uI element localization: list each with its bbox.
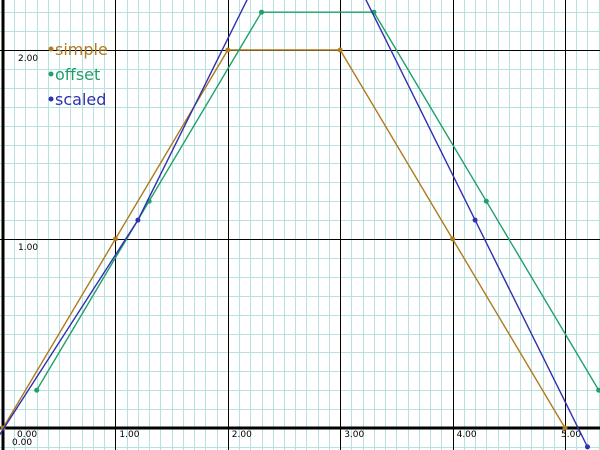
data-point-offset — [483, 198, 489, 204]
data-point-simple — [562, 425, 568, 431]
legend-label-simple: simple — [55, 40, 108, 59]
data-point-simple — [225, 47, 231, 53]
legend-marker-scaled — [48, 96, 54, 102]
data-point-scaled — [472, 217, 478, 223]
legend-marker-simple — [48, 46, 54, 52]
legend-label-scaled: scaled — [55, 90, 106, 109]
x-tick-label: 5.00 — [561, 430, 581, 440]
x-tick-label: 3.00 — [344, 430, 364, 440]
series-line-scaled — [0, 0, 589, 448]
data-point-scaled — [135, 217, 141, 223]
legend-label-offset: offset — [55, 65, 100, 84]
data-point-offset — [596, 387, 600, 393]
legend-marker-offset — [48, 71, 54, 77]
data-point-offset — [34, 387, 40, 393]
y-tick-label: 2.00 — [18, 54, 38, 64]
data-point-simple — [112, 236, 118, 242]
x-tick-label: 4.00 — [457, 430, 477, 440]
data-point-scaled — [584, 444, 590, 450]
y-tick-label: 0.00 — [12, 438, 32, 448]
x-tick-label: 1.00 — [119, 430, 139, 440]
tick-labels: 0.00 1.00 2.00 3.00 4.00 5.00 0.00 1.00 2.00 — [12, 54, 581, 448]
y-tick-label: 1.00 — [18, 243, 38, 253]
data-point-offset — [259, 9, 265, 15]
data-point-simple — [450, 236, 456, 242]
legend: simple offset scaled — [48, 40, 108, 109]
series-line-simple — [2, 49, 566, 429]
x-tick-label: 2.00 — [232, 430, 252, 440]
data-point-simple — [337, 47, 343, 53]
x-tick-label: 0.00 — [17, 430, 37, 440]
